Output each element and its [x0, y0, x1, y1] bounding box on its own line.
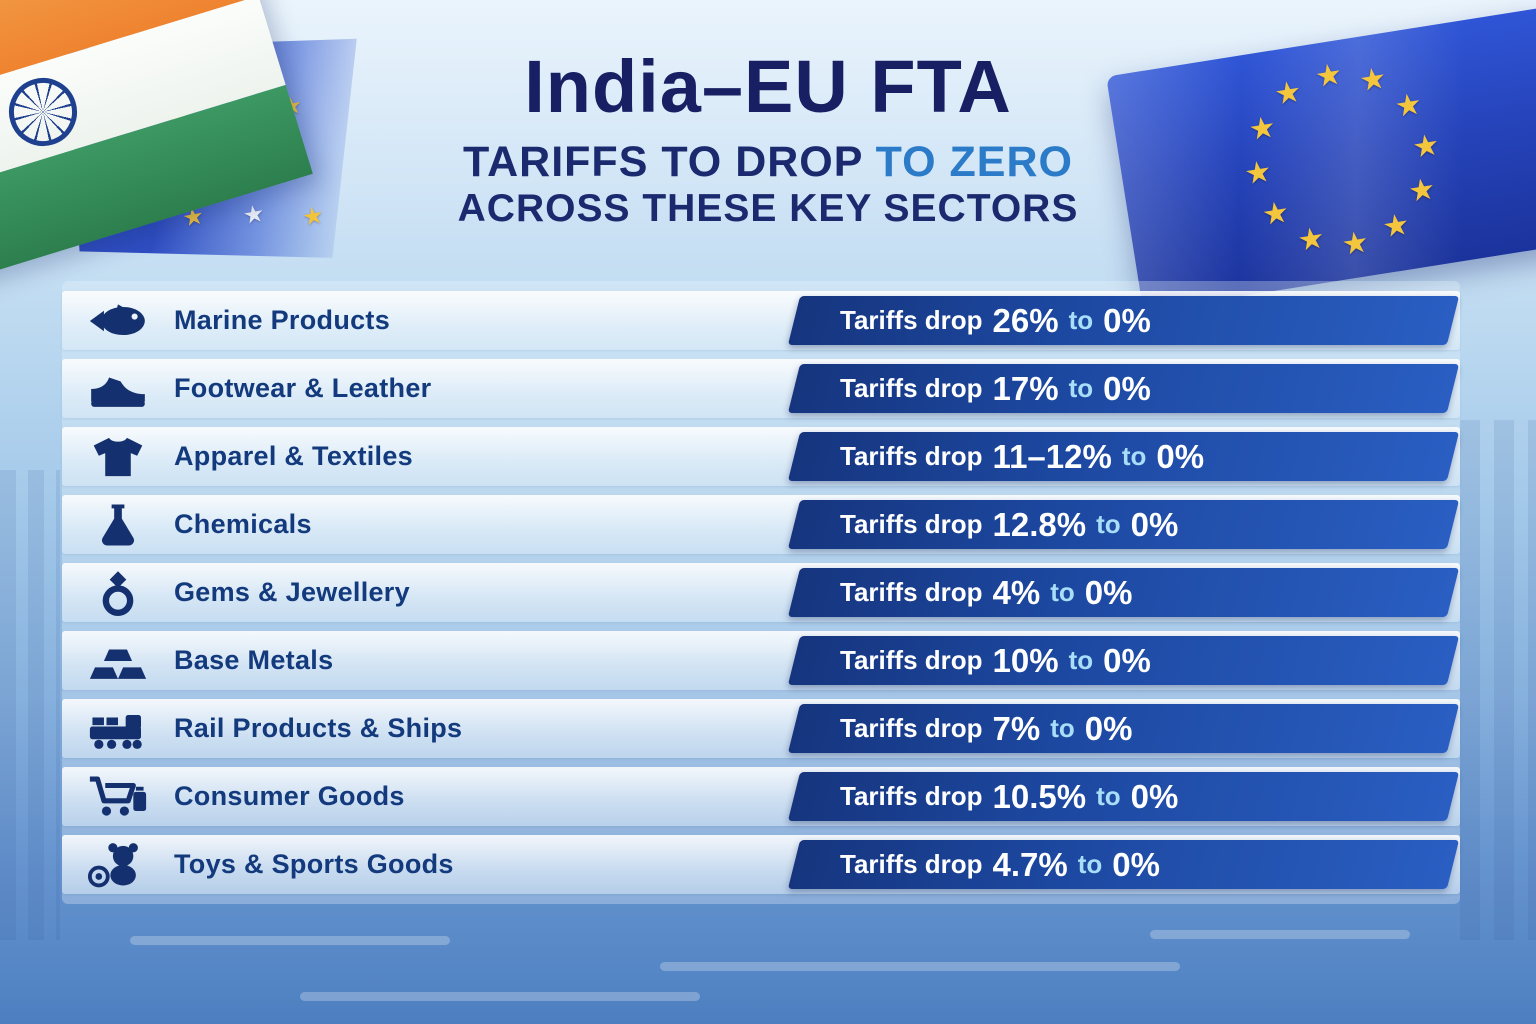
sectors-panel: Marine Products Tariffs drop 26% to 0% F…: [62, 281, 1460, 904]
sector-label: Apparel & Textiles: [174, 441, 413, 471]
fish-icon: [62, 298, 174, 344]
ring-icon: [62, 570, 174, 616]
tariff-zero: 0%: [1084, 709, 1133, 747]
tariff-value: 10.5%: [992, 777, 1087, 815]
ingots-icon: [62, 638, 174, 684]
sector-row-footwear-leather: Footwear & Leather Tariffs drop 17% to 0…: [62, 359, 1460, 418]
water-streak: [660, 962, 1180, 971]
sector-label: Gems & Jewellery: [174, 577, 410, 607]
sector-label: Marine Products: [174, 305, 391, 335]
sector-label: Base Metals: [174, 645, 334, 675]
page-title: India–EU FTA: [524, 45, 1012, 128]
tariff-connector: to: [1096, 781, 1121, 811]
tariff-zero: 0%: [1103, 641, 1151, 679]
tariff-zero: 0%: [1130, 777, 1179, 815]
subtitle-main: TARIFFS TO DROP: [463, 138, 863, 186]
tariff-value: 7%: [992, 709, 1041, 747]
sector-label: Footwear & Leather: [174, 373, 432, 403]
tariff-prefix: Tariffs drop: [840, 713, 983, 743]
subtitle-line2: ACROSS THESE KEY SECTORS: [457, 187, 1079, 231]
tariff-connector: to: [1068, 373, 1094, 403]
tariff-zero: 0%: [1112, 845, 1160, 883]
subtitle-accent: TO ZERO: [862, 138, 1073, 186]
tariff-value: 17%: [992, 369, 1059, 407]
tariff-prefix: Tariffs drop: [840, 849, 983, 879]
tariff-prefix: Tariffs drop: [840, 645, 983, 675]
tariff-zero: 0%: [1103, 301, 1151, 339]
skyline-right: [1460, 420, 1536, 940]
tariff-value: 11–12%: [992, 437, 1112, 475]
shoe-icon: [62, 366, 174, 412]
tariff-banner: Tariffs drop 11–12% to 0%: [787, 432, 1460, 481]
tariff-banner: Tariffs drop 4.7% to 0%: [787, 840, 1460, 889]
tariff-banner: Tariffs drop 10% to 0%: [787, 636, 1460, 685]
tariff-zero: 0%: [1103, 369, 1151, 407]
cart-icon: [62, 774, 174, 820]
tariff-prefix: Tariffs drop: [840, 441, 983, 471]
tariff-connector: to: [1077, 849, 1103, 879]
tariff-value: 4.7%: [992, 845, 1068, 883]
tariff-value: 26%: [992, 301, 1059, 339]
tariff-prefix: Tariffs drop: [840, 509, 983, 539]
tariff-banner: Tariffs drop 17% to 0%: [787, 364, 1460, 413]
tariff-zero: 0%: [1130, 505, 1179, 543]
sector-row-apparel-textiles: Apparel & Textiles Tariffs drop 11–12% t…: [62, 427, 1460, 486]
sector-row-gems-jewellery: Gems & Jewellery Tariffs drop 4% to 0%: [62, 563, 1460, 622]
tariff-connector: to: [1121, 441, 1147, 471]
tariff-banner: Tariffs drop 10.5% to 0%: [787, 772, 1460, 821]
water-streak: [130, 936, 450, 945]
tariff-zero: 0%: [1084, 573, 1133, 611]
tariff-zero: 0%: [1156, 437, 1205, 475]
tariff-banner: Tariffs drop 12.8% to 0%: [787, 500, 1460, 549]
tariff-prefix: Tariffs drop: [840, 305, 983, 335]
sector-row-base-metals: Base Metals Tariffs drop 10% to 0%: [62, 631, 1460, 690]
water-streak: [300, 992, 700, 1001]
sector-label: Consumer Goods: [174, 781, 405, 811]
sector-row-rail-products-ships: Rail Products & Ships Tariffs drop 7% to…: [62, 699, 1460, 758]
header: India–EU FTA TARIFFS TO DROP TO ZERO ACR…: [0, 50, 1536, 234]
tariff-value: 12.8%: [992, 505, 1087, 543]
tariff-value: 4%: [992, 573, 1041, 611]
tariff-prefix: Tariffs drop: [840, 781, 983, 811]
sector-label: Toys & Sports Goods: [174, 849, 454, 879]
tariff-banner: Tariffs drop 26% to 0%: [787, 296, 1460, 345]
tariff-prefix: Tariffs drop: [840, 577, 983, 607]
tariff-connector: to: [1096, 509, 1121, 539]
skyline-left: [0, 470, 60, 940]
tariff-connector: to: [1068, 645, 1094, 675]
tariff-connector: to: [1068, 305, 1094, 335]
tariff-prefix: Tariffs drop: [840, 373, 983, 403]
sector-row-chemicals: Chemicals Tariffs drop 12.8% to 0%: [62, 495, 1460, 554]
water-streak: [1150, 930, 1410, 939]
sector-row-toys-sports-goods: Toys & Sports Goods Tariffs drop 4.7% to…: [62, 835, 1460, 894]
tariff-banner: Tariffs drop 7% to 0%: [787, 704, 1460, 753]
teddy-icon: [62, 842, 174, 888]
sector-label: Rail Products & Ships: [174, 713, 463, 743]
tshirt-icon: [62, 434, 174, 480]
tariff-connector: to: [1050, 577, 1075, 607]
flask-icon: [62, 502, 174, 548]
tariff-connector: to: [1050, 713, 1075, 743]
sector-row-consumer-goods: Consumer Goods Tariffs drop 10.5% to 0%: [62, 767, 1460, 826]
tariff-value: 10%: [992, 641, 1059, 679]
subtitle-line1: TARIFFS TO DROP TO ZERO: [0, 138, 1536, 186]
sector-row-marine-products: Marine Products Tariffs drop 26% to 0%: [62, 291, 1460, 350]
tariff-banner: Tariffs drop 4% to 0%: [787, 568, 1460, 617]
train-icon: [62, 706, 174, 752]
sector-label: Chemicals: [174, 509, 312, 539]
